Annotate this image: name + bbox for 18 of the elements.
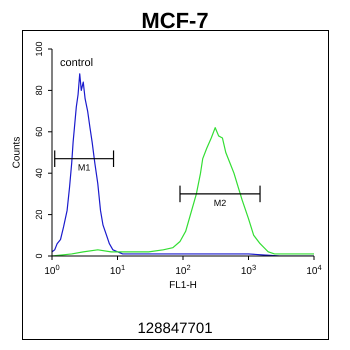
y-tick-label: 100 <box>34 41 44 57</box>
x-axis-title: FL1-H <box>169 280 197 291</box>
y-tick-label: 20 <box>34 210 44 220</box>
x-tick-label: 10$^{0}$ <box>44 262 60 277</box>
chart-title: MCF-7 <box>140 8 210 34</box>
x-tick-label: 10$^{3}$ <box>240 262 256 277</box>
annotation: control <box>60 57 94 69</box>
series-label: M2 <box>214 198 226 208</box>
y-tick-label: 40 <box>34 168 44 178</box>
x-tick-label: 10$^{4}$ <box>306 262 322 277</box>
x-tick-label: 10$^{2}$ <box>175 262 191 277</box>
y-tick-label: 0 <box>34 253 44 259</box>
y-tick-label: 60 <box>34 126 44 137</box>
y-tick-label: 80 <box>34 85 44 96</box>
text: 128847701 <box>136 320 214 337</box>
y-axis-title: Counts <box>12 136 23 168</box>
x-tick-label: 10$^{1}$ <box>110 262 126 277</box>
series-label: M1 <box>78 162 90 173</box>
